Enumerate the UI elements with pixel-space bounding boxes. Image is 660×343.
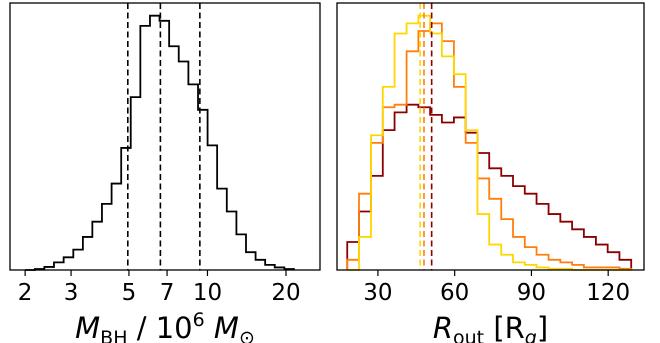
panel-outer-radius: 30 60 90 120 Rout [Rg] <box>336 2 645 343</box>
plot-area-outer-radius <box>346 3 633 271</box>
x-tick-label-outer-radius-3: 120 <box>586 280 630 306</box>
axes-frame-black-hole-mass <box>9 2 321 271</box>
x-ticks-outer-radius: 30 60 90 120 <box>363 270 630 306</box>
x-tick-label-outer-radius-2: 90 <box>517 280 546 306</box>
x-tick-label-outer-radius-0: 30 <box>363 280 392 306</box>
histogram-series-black-hole-mass-0 <box>25 14 295 271</box>
plot-area-black-hole-mass <box>25 3 295 271</box>
x-tick-label-black-hole-mass-3: 7 <box>160 280 175 306</box>
x-tick-label-black-hole-mass-4: 10 <box>193 280 222 306</box>
x-tick-label-black-hole-mass-0: 2 <box>18 280 33 306</box>
histogram-series-outer-radius-2 <box>347 14 632 271</box>
x-tick-label-black-hole-mass-1: 3 <box>64 280 79 306</box>
x-tick-label-outer-radius-1: 60 <box>440 280 469 306</box>
x-tick-label-black-hole-mass-5: 20 <box>271 280 300 306</box>
x-axis-label-black-hole-mass: MBH / 106 M⊙ <box>75 309 255 343</box>
x-axis-label-outer-radius: Rout [Rg] <box>433 311 548 343</box>
panel-black-hole-mass: 2 3 5 7 10 20 MBH / 106 M⊙ <box>9 2 321 343</box>
x-tick-label-black-hole-mass-2: 5 <box>122 280 137 306</box>
x-ticks-black-hole-mass: 2 3 5 7 10 20 <box>18 270 301 306</box>
histogram-series-outer-radius-0 <box>346 103 633 270</box>
histogram-series-outer-radius-1 <box>346 22 633 270</box>
axes-frame-outer-radius <box>336 2 645 271</box>
